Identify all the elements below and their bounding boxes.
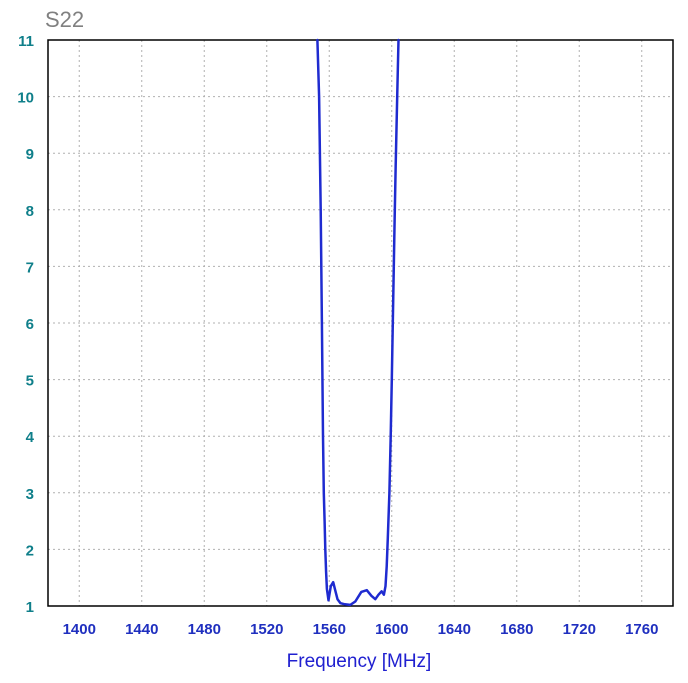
grid-lines [48, 40, 673, 606]
y-tick-labels: 1 2 3 4 5 6 7 8 9 10 11 [17, 33, 34, 616]
x-tick-labels: 1400 1440 1480 1520 1560 1600 1640 1680 1720 1760 [63, 621, 659, 638]
y-tick-label-11: 11 [18, 33, 34, 50]
x-tick-label-1680: 1680 [500, 621, 533, 638]
y-tick-label-5: 5 [26, 373, 34, 390]
plot-frame [47, 39, 674, 607]
x-tick-label-1520: 1520 [250, 621, 283, 638]
x-tick-label-1760: 1760 [625, 621, 658, 638]
x-tick-label-1600: 1600 [375, 621, 408, 638]
chart-title: S22 [45, 7, 84, 32]
series-layer [316, 38, 400, 607]
y-tick-label-4: 4 [26, 429, 35, 446]
x-tick-label-1560: 1560 [313, 621, 346, 638]
y-tick-label-3: 3 [26, 486, 34, 503]
series-line-0 [316, 38, 400, 607]
y-tick-label-2: 2 [26, 542, 34, 559]
x-tick-label-1400: 1400 [63, 621, 96, 638]
x-axis-label: Frequency [MHz] [287, 651, 432, 672]
x-tick-label-1640: 1640 [438, 621, 471, 638]
x-tick-label-1720: 1720 [563, 621, 596, 638]
y-tick-label-10: 10 [17, 90, 34, 107]
y-tick-label-1: 1 [26, 599, 34, 616]
y-tick-label-6: 6 [26, 316, 34, 333]
y-tick-label-9: 9 [26, 146, 34, 163]
y-tick-label-8: 8 [26, 203, 34, 220]
y-tick-label-7: 7 [26, 259, 34, 276]
x-tick-label-1440: 1440 [125, 621, 158, 638]
x-tick-label-1480: 1480 [188, 621, 221, 638]
